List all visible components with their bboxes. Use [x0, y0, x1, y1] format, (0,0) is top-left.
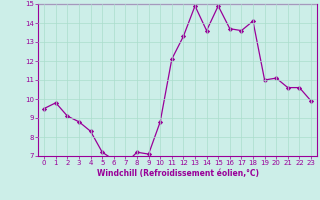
X-axis label: Windchill (Refroidissement éolien,°C): Windchill (Refroidissement éolien,°C): [97, 169, 259, 178]
